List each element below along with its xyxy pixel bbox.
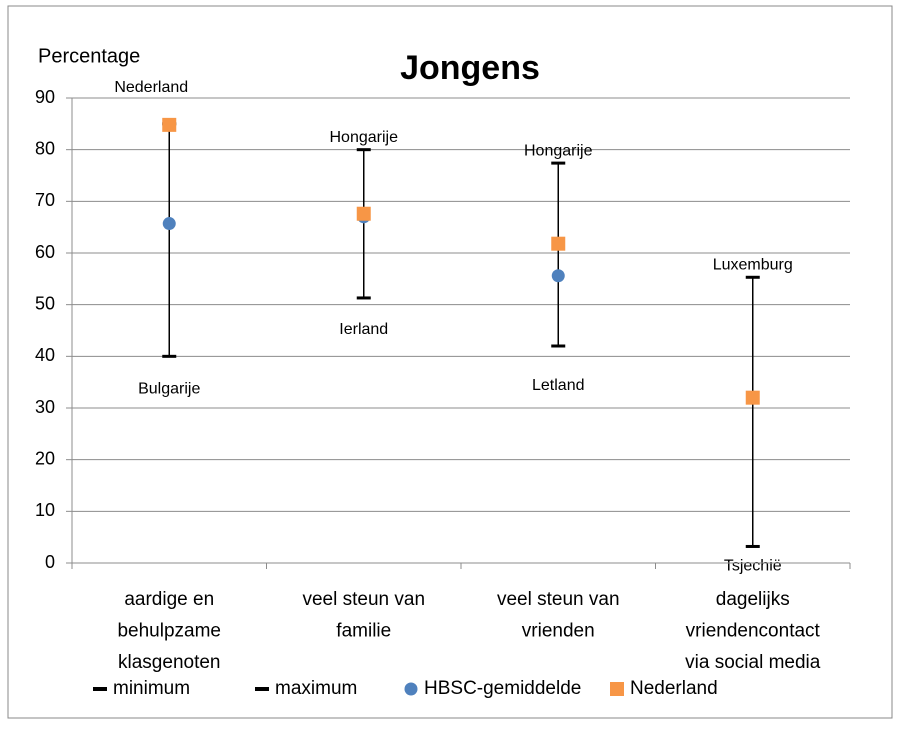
nederland-marker <box>745 390 760 405</box>
y-tick-label: 30 <box>35 397 55 417</box>
y-tick-label: 40 <box>35 345 55 365</box>
x-tick-label-line: vriendencontact <box>686 621 821 642</box>
x-tick-label: veel steun van familie <box>302 589 425 642</box>
x-tick-label-line: vrienden <box>522 621 595 642</box>
legend-swatch <box>404 682 418 696</box>
x-tick-label-line: behulpzame <box>117 621 221 642</box>
y-tick-label: 60 <box>35 242 55 262</box>
nederland-marker <box>551 236 566 251</box>
y-tick-label: 70 <box>35 190 55 210</box>
chart-frame <box>7 5 893 719</box>
y-tick-label: 10 <box>35 500 55 520</box>
max-label: Nederland <box>114 79 188 96</box>
max-label: Luxemburg <box>713 257 793 274</box>
min-label: Ierland <box>339 321 388 338</box>
x-tick-label-line: veel steun van <box>302 589 425 610</box>
legend-label: maximum <box>275 678 357 699</box>
min-label: Letland <box>532 377 585 394</box>
x-tick-label-line: via social media <box>685 652 821 673</box>
x-tick-label-line: klasgenoten <box>118 652 220 673</box>
y-tick-label: 90 <box>35 87 55 107</box>
min-label: Tsjechië <box>724 558 782 575</box>
hbsc-marker <box>162 217 176 231</box>
y-tick-label: 0 <box>45 552 55 572</box>
y-tick-label: 20 <box>35 448 55 468</box>
legend-label: HBSC-gemiddelde <box>424 678 581 699</box>
chart-title: Jongens <box>400 49 540 87</box>
y-tick-label: 50 <box>35 293 55 313</box>
nederland-marker <box>356 206 371 221</box>
x-tick-label-line: aardige en <box>124 589 214 610</box>
legend-label: minimum <box>113 678 190 699</box>
nederland-marker <box>162 117 177 132</box>
hbsc-marker <box>551 269 565 283</box>
x-tick-label-line: familie <box>336 621 391 642</box>
max-label: Hongarije <box>330 129 399 146</box>
y-axis-label: Percentage <box>38 45 140 67</box>
x-tick-label: aardige en behulpzame klasgenoten <box>117 589 221 673</box>
max-label: Hongarije <box>524 142 593 159</box>
x-tick-label-line: veel steun van <box>497 589 620 610</box>
y-tick-label: 80 <box>35 138 55 158</box>
legend-label: Nederland <box>630 678 718 699</box>
x-tick-label: dagelijks vriendencontact via social media <box>685 589 821 673</box>
x-tick-label: veel steun van vrienden <box>497 589 620 642</box>
legend-swatch <box>610 682 624 696</box>
x-tick-label-line: dagelijks <box>716 589 790 610</box>
min-label: Bulgarije <box>138 381 200 398</box>
